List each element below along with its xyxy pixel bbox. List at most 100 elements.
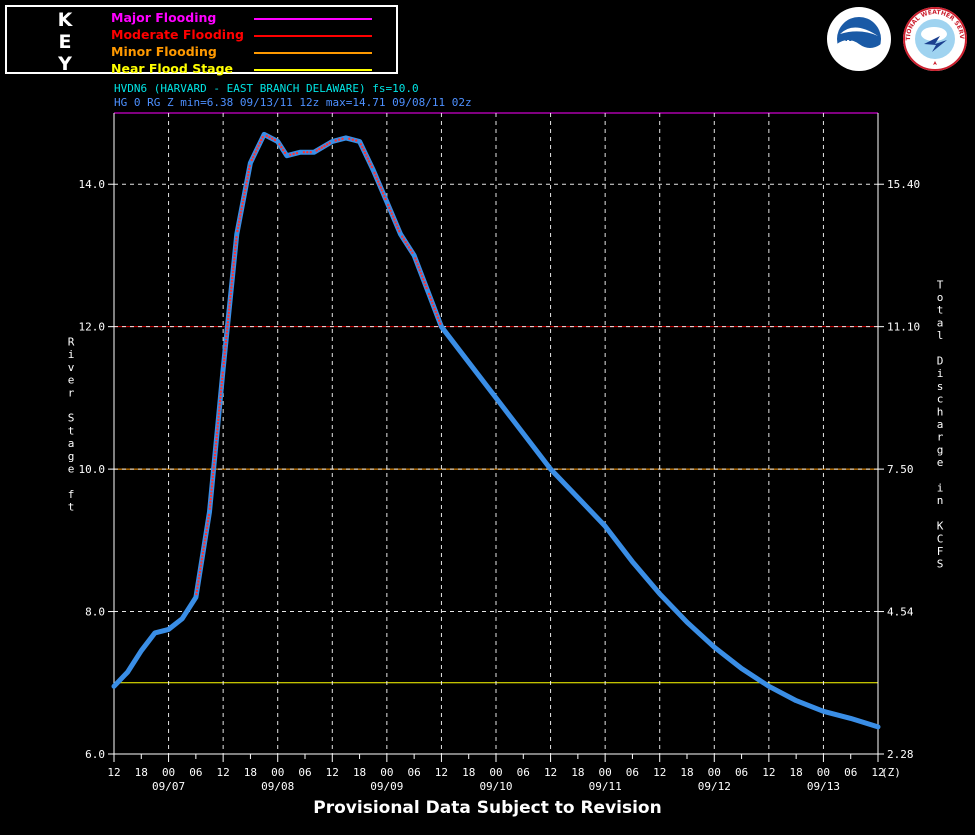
- data-point: [371, 168, 375, 172]
- observed-point: [258, 141, 262, 145]
- observed-point: [260, 138, 263, 142]
- observed-point: [379, 186, 382, 189]
- observed-point: [197, 580, 200, 583]
- observed-point: [219, 390, 223, 393]
- observed-point: [214, 450, 217, 453]
- observed-point: [315, 149, 318, 152]
- key-label: Minor Flooding: [111, 44, 217, 59]
- observed-point: [212, 463, 216, 466]
- observed-point: [235, 239, 238, 242]
- observed-point: [195, 589, 199, 593]
- observed-point: [231, 276, 234, 280]
- observed-point: [227, 317, 230, 321]
- observed-point: [226, 327, 229, 330]
- observed-point: [221, 374, 224, 377]
- observed-point: [423, 281, 426, 284]
- data-point: [521, 432, 525, 435]
- observed-point: [232, 267, 235, 270]
- observed-point: [244, 186, 247, 189]
- observed-point: [363, 151, 367, 155]
- observed-point: [306, 151, 309, 154]
- x-tick-label: 12: [653, 766, 666, 779]
- observed-point: [230, 283, 233, 286]
- data-point: [167, 627, 171, 631]
- observed-point: [211, 475, 214, 479]
- x-date-label: 09/07: [152, 780, 185, 793]
- data-point: [767, 684, 771, 688]
- observed-point: [229, 292, 232, 296]
- observed-point: [241, 201, 244, 205]
- observed-point: [198, 570, 202, 574]
- observed-point: [404, 240, 407, 244]
- observed-point: [222, 365, 225, 368]
- observed-point: [419, 272, 423, 275]
- observed-point: [218, 409, 221, 412]
- observed-point: [230, 280, 234, 283]
- data-point: [208, 510, 211, 514]
- observed-point: [402, 238, 406, 241]
- observed-point: [234, 242, 237, 245]
- data-point: [549, 467, 553, 471]
- x-tick-label: 12: [762, 766, 775, 779]
- observed-point: [228, 305, 231, 308]
- observed-point: [240, 208, 243, 211]
- observed-point: [219, 396, 222, 400]
- x-date-label: 09/10: [479, 780, 512, 793]
- observed-point: [418, 269, 421, 272]
- x-tick-label: 18: [680, 766, 693, 779]
- observed-point: [374, 174, 377, 177]
- observed-point: [240, 205, 244, 208]
- data-point: [235, 232, 239, 236]
- key-label: Near Flood Stage: [111, 61, 234, 76]
- observed-point: [236, 226, 240, 230]
- observed-point: [318, 147, 321, 151]
- key-label: Major Flooding: [111, 10, 217, 25]
- x-tick-label: 06: [408, 766, 421, 779]
- observed-point: [202, 545, 206, 548]
- y-tick-label: 12.0: [79, 321, 106, 334]
- x-tick-label: 06: [517, 766, 530, 779]
- observed-point: [422, 278, 425, 281]
- observed-point: [208, 504, 212, 507]
- observed-point: [217, 412, 221, 415]
- observed-point: [215, 437, 218, 441]
- observed-point: [245, 183, 248, 186]
- observed-point: [391, 215, 395, 218]
- observed-point: [224, 346, 227, 349]
- y-tick-label-right: 7.50: [887, 463, 914, 476]
- observed-point: [226, 321, 230, 324]
- observed-point: [210, 491, 213, 495]
- key-item-major: Major Flooding: [111, 10, 376, 27]
- observed-point: [414, 257, 417, 260]
- data-point: [603, 524, 607, 528]
- station-header: HVDN6 (HARVARD - EAST BRANCH DELAWARE) f…: [114, 82, 419, 95]
- observed-point: [218, 399, 222, 403]
- y-tick-label-right: 4.54: [887, 606, 914, 619]
- observed-point: [233, 251, 237, 255]
- observed-point: [278, 143, 281, 146]
- observed-point: [221, 371, 224, 374]
- observed-point: [237, 223, 240, 226]
- observed-point: [248, 164, 251, 168]
- axes: 14.0 15.40 12.0 11.10 10.0 7.50 8.0 4.54 6.0 2.28…: [68, 113, 944, 793]
- data-point: [285, 154, 289, 158]
- data-point: [399, 232, 402, 236]
- observed-point: [361, 146, 364, 149]
- observed-point: [223, 352, 226, 355]
- observed-point: [228, 299, 232, 302]
- noaa-logo-text: NOAA: [845, 34, 874, 44]
- observed-point: [257, 144, 260, 147]
- observed-point: [228, 308, 231, 311]
- observed-point: [199, 567, 202, 570]
- observed-point: [283, 151, 287, 155]
- observed-point: [225, 336, 228, 340]
- key-item-minor: Minor Flooding: [111, 44, 376, 61]
- observed-point: [323, 144, 326, 148]
- observed-point: [436, 316, 440, 319]
- observed-point: [438, 319, 441, 322]
- observed-point: [218, 403, 221, 406]
- key-swatch: [254, 35, 372, 37]
- observed-point: [225, 333, 228, 336]
- observed-point: [220, 387, 223, 390]
